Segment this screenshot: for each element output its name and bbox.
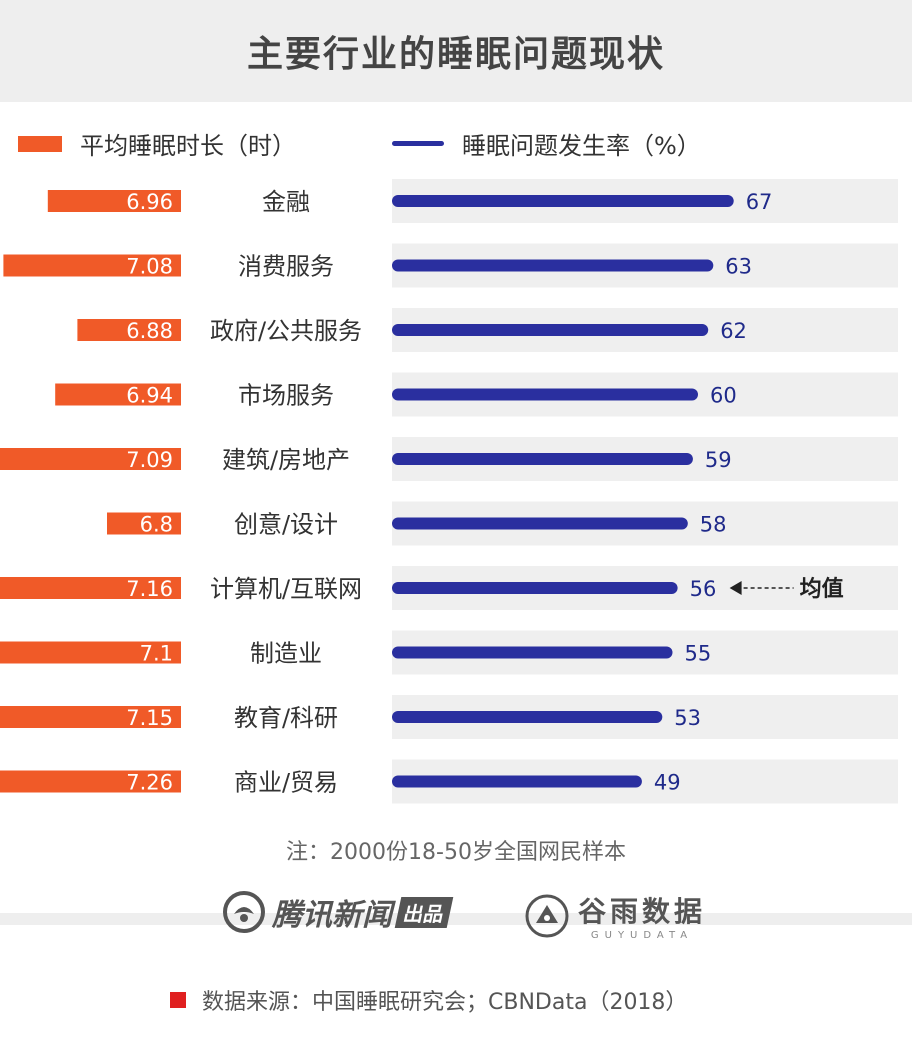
problem-rate-label: 55 [685, 642, 712, 666]
category-label: 金融 [262, 188, 310, 216]
sleep-hours-label: 6.96 [126, 190, 173, 214]
sleep-hours-bar [0, 448, 182, 470]
legend-problem-rate: 睡眠问题发生率（%） [392, 126, 701, 161]
category-label: 消费服务 [238, 253, 334, 281]
problem-rate-bar [392, 517, 688, 530]
page-title: 主要行业的睡眠问题现状 [246, 34, 665, 75]
sleep-hours-bar [3, 254, 182, 277]
legend-blue-label: 睡眠问题发生率（%） [462, 132, 701, 160]
sleep-hours-bar [77, 319, 181, 341]
category-label: 制造业 [250, 640, 322, 668]
category-label: 教育/科研 [234, 704, 338, 732]
data-source: 数据来源：中国睡眠研究会；CBNData（2018） [170, 984, 687, 1016]
sleep-hours-label: 7.1 [140, 642, 173, 666]
sleep-hours-label: 7.15 [126, 706, 173, 730]
category-label: 创意/设计 [234, 511, 338, 539]
source-marker [170, 992, 186, 1008]
problem-rate-label: 59 [705, 448, 732, 472]
sleep-hours-label: 6.94 [126, 384, 173, 408]
brand-tencent-news: 腾讯新闻 出品 [222, 890, 454, 934]
title-band: 主要行业的睡眠问题现状 [0, 0, 912, 102]
problem-rate-bar [392, 195, 734, 207]
sleep-hours-bar [55, 383, 182, 406]
tencent-news-logo-icon [223, 891, 265, 933]
sleep-hours-label: 6.88 [126, 319, 173, 343]
problem-rate-bar [392, 453, 693, 465]
brand1-tag: 出品 [394, 896, 454, 928]
problem-rate-label: 63 [725, 255, 752, 279]
sleep-hours-label: 7.16 [126, 577, 173, 601]
brand2-name: 谷雨数据 [578, 895, 707, 928]
chart: 6.96 金融 67 7.08 消费服务 63 6.88 政府/公共服务 62 6.94 市场服务 6… [0, 179, 898, 804]
sleep-hours-label: 7.26 [126, 771, 173, 795]
problem-rate-label: 49 [654, 771, 681, 795]
problem-rate-bar [392, 259, 714, 272]
guyu-logo-icon [525, 894, 569, 937]
sleep-hours-label: 7.08 [126, 255, 173, 279]
legend-orange-label: 平均睡眠时长（时） [80, 132, 296, 160]
category-label: 市场服务 [238, 382, 334, 410]
legend-sleep-hours: 平均睡眠时长（时） [18, 126, 296, 161]
problem-rate-label: 53 [674, 706, 701, 730]
divider-band [0, 913, 912, 925]
sleep-hours-bar [0, 770, 181, 793]
legend-orange-swatch [18, 135, 62, 152]
brand-guyu-data: 谷雨数据 GUYUDATA [524, 890, 706, 941]
problem-rate-bar [392, 582, 678, 594]
problem-rate-bar [392, 646, 673, 659]
problem-rate-bar [392, 775, 642, 788]
sleep-hours-label: 6.8 [140, 513, 173, 537]
problem-rate-bar [392, 324, 709, 336]
problem-rate-label: 56 [690, 577, 717, 601]
problem-rate-label: 67 [746, 190, 773, 214]
legend-blue-swatch [392, 141, 444, 146]
annotation-label: 均值 [800, 576, 844, 602]
source-text: 数据来源：中国睡眠研究会；CBNData（2018） [202, 990, 688, 1015]
annotation-arrow-icon [729, 581, 742, 595]
sleep-hours-bar [0, 706, 181, 728]
category-label: 计算机/互联网 [210, 575, 362, 603]
sample-note: 注：2000份18-50岁全国网民样本 [286, 840, 626, 865]
sleep-hours-label: 7.09 [126, 448, 173, 472]
brand2-sub: GUYUDATA [590, 930, 694, 941]
sleep-hours-bar [107, 512, 181, 535]
problem-rate-bar [392, 388, 698, 401]
category-label: 商业/贸易 [234, 769, 338, 797]
sleep-hours-bar [0, 577, 181, 599]
sleep-hours-bar [0, 641, 181, 664]
problem-rate-label: 58 [700, 513, 727, 537]
problem-rate-bar [392, 711, 663, 723]
problem-rate-label: 60 [710, 384, 737, 408]
category-label: 建筑/房地产 [222, 446, 350, 474]
problem-rate-label: 62 [720, 319, 747, 343]
brand1-name: 腾讯新闻 [272, 898, 392, 933]
category-label: 政府/公共服务 [210, 317, 362, 345]
sleep-hours-bar [47, 190, 181, 212]
